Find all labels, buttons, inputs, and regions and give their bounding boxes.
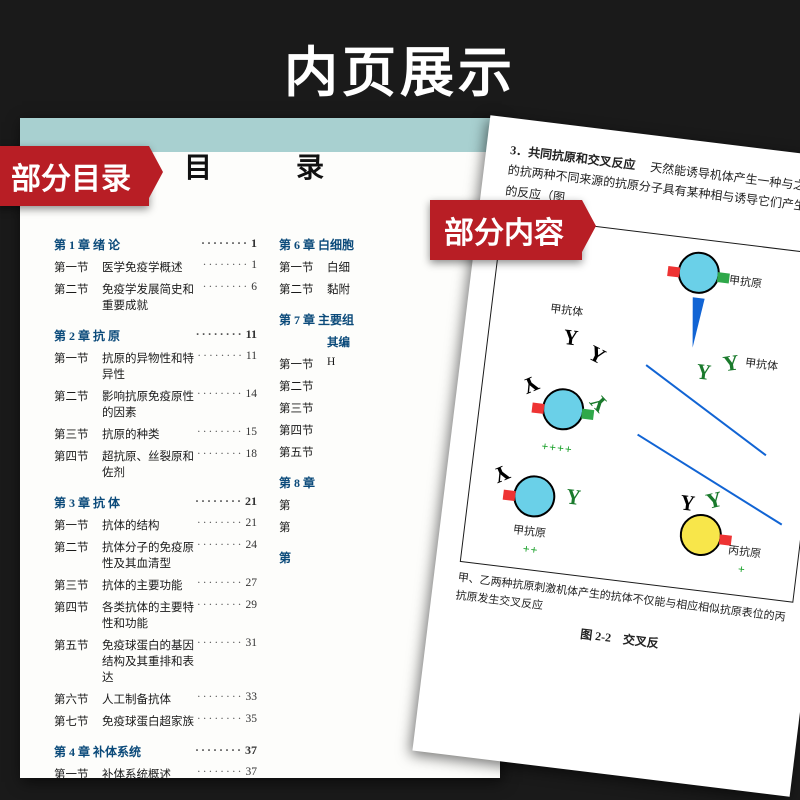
badge-content: 部分内容 [430, 200, 582, 260]
antibody-icon: Y [581, 335, 612, 376]
antibody-green-icon: Y [694, 353, 713, 392]
antibody-green-icon: Y [580, 385, 618, 422]
toc-section: 第一节医学免疫学概述1 [54, 259, 257, 275]
pages-wrap: 目 录 第 1 章 绪 论1第一节医学免疫学概述1第二节免疫学发展简史和重要成就… [0, 118, 800, 800]
toc-section: 第一节H [279, 356, 482, 372]
toc-chapter: 第 2 章 抗 原11 [54, 327, 257, 344]
antibody-green-icon: Y [720, 344, 741, 383]
toc-section: 第六节人工制备抗体33 [54, 691, 257, 707]
badge-toc: 部分目录 [0, 146, 149, 206]
antibody-icon: Y [561, 318, 580, 357]
toc-section: 第一节抗体的结构21 [54, 517, 257, 533]
toc-columns: 第 1 章 绪 论1 第一节医学免疫学概述1 第二节免疫学发展简史和重要成就6 第 2… [54, 222, 482, 778]
toc-section: 第四节各类抗体的主要特性和功能29 [54, 599, 257, 631]
antigen-a-icon [675, 250, 722, 297]
toc-section: 第二节抗体分子的免疫原性及其血清型24 [54, 539, 257, 571]
toc-section: 第二节影响抗原免疫原性的因素14 [54, 388, 257, 420]
antibody-icon: Y [487, 454, 516, 495]
toc-section: 第五节免疫球蛋白的基因结构及其重排和表达31 [54, 637, 257, 685]
toc-section: 第二节免疫学发展简史和重要成就6 [54, 281, 257, 313]
toc-section: 第七节免疫球蛋白超家族35 [54, 713, 257, 729]
diagram-box: 甲抗原 甲抗体 Y Y Y Y 甲抗体 Y Y ++++ Y [460, 215, 800, 603]
antibody-icon: Y [516, 365, 545, 406]
toc-section: 第一节抗原的异物性和特异性11 [54, 350, 257, 382]
epitope-red-icon [667, 266, 680, 277]
plus-weak: + [737, 559, 747, 580]
toc-subhead: 其编 [279, 334, 482, 350]
antigen-a-low-icon [511, 473, 558, 520]
toc-chapter: 第 7 章 主要组 [279, 311, 482, 328]
toc-col-left: 第 1 章 绪 论1 第一节医学免疫学概述1 第二节免疫学发展简史和重要成就6 第 2… [54, 222, 257, 778]
toc-section: 第二节 [279, 378, 482, 394]
toc-section: 第三节抗体的主要功能27 [54, 577, 257, 593]
toc-chapter: 第 4 章 补体系统37 [54, 743, 257, 760]
toc-chapter: 第 3 章 抗 体21 [54, 494, 257, 511]
antibody-green-icon: Y [564, 478, 583, 517]
plus-strong: ++++ [540, 436, 574, 460]
header-band: 内页展示 [0, 0, 800, 129]
toc-section: 第四节超抗原、丝裂原和佐剂18 [54, 448, 257, 480]
toc-section: 第三节 [279, 400, 482, 416]
arrow-down-icon [687, 297, 705, 348]
toc-section: 第二节黏附 [279, 281, 482, 297]
toc-section: 第三节抗原的种类15 [54, 426, 257, 442]
toc-chapter: 第 1 章 绪 论1 [54, 236, 257, 253]
page-title: 内页展示 [0, 28, 800, 107]
toc-section: 第一节补体系统概述37 [54, 766, 257, 778]
label-antibody-a2: 甲抗体 [744, 354, 779, 377]
epitope-red-icon [531, 403, 544, 414]
label-antigen-a: 甲抗原 [728, 272, 763, 295]
toc-section: 第一节白细 [279, 259, 482, 275]
plus-mid: ++ [522, 539, 540, 561]
